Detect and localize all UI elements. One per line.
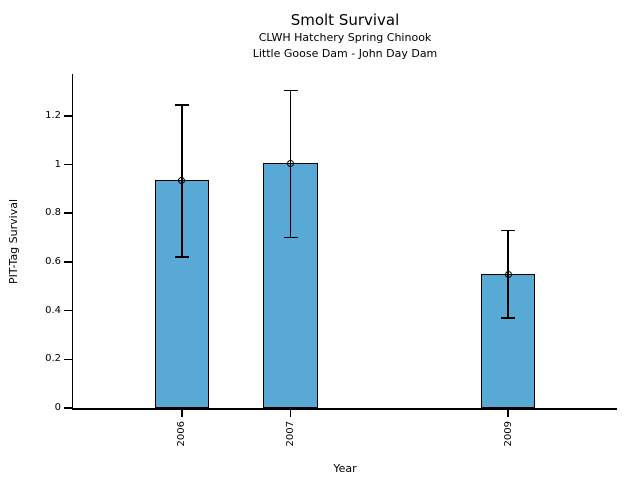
x-axis-spine (71, 408, 617, 410)
y-tick-label-0.6: 0.6 (45, 255, 61, 267)
data-marker-2007 (287, 159, 295, 167)
y-tick-1 (63, 163, 72, 166)
chart-title: Smolt Survival (290, 11, 400, 29)
y-tick-label-1: 1 (54, 158, 61, 170)
chart-subtitle-line2: Little Goose Dam - John Day Dam (252, 46, 438, 60)
error-bar-cap-bottom-2007 (283, 236, 298, 239)
y-tick-0 (63, 407, 72, 409)
y-tick-label-0: 0 (54, 402, 61, 413)
y-tick-label-0.8: 0.8 (45, 207, 61, 219)
title-block: Smolt Survival CLWH Hatchery Spring Chin… (73, 11, 617, 61)
error-bar-cap-bottom-2009 (501, 317, 516, 319)
error-bar-cap-bottom-2006 (174, 256, 189, 258)
data-marker-2009 (504, 270, 512, 278)
error-bar-cap-top-2006 (174, 104, 189, 106)
y-tick-0.2 (63, 358, 72, 361)
x-tick-2007 (289, 409, 292, 417)
error-bar-cap-top-2009 (501, 229, 516, 232)
x-tick-2009 (507, 409, 509, 417)
y-axis-spine (71, 74, 73, 410)
y-tick-0.8 (63, 212, 72, 214)
x-tick-label-2009: 2009 (502, 421, 514, 447)
y-tick-label-1.2: 1.2 (45, 109, 61, 121)
x-tick-label-2006: 2006 (176, 421, 188, 447)
y-tick-0.6 (63, 261, 72, 263)
x-tick-label-2007: 2007 (285, 421, 297, 447)
data-marker-2006 (178, 176, 186, 184)
y-tick-0.4 (63, 309, 72, 312)
x-tick-2006 (181, 409, 183, 417)
chart-subtitle-line1: CLWH Hatchery Spring Chinook (258, 31, 432, 44)
error-bar-cap-top-2007 (283, 89, 298, 92)
plot-area: 0 0.2 0.4 0.6 0.8 1 1.2 2006 2007 2009 (45, 74, 617, 446)
y-tick-label-0.4: 0.4 (45, 304, 61, 316)
y-tick-label-0.2: 0.2 (45, 353, 61, 365)
y-tick-1.2 (63, 115, 72, 117)
x-axis-label: Year (333, 462, 357, 475)
